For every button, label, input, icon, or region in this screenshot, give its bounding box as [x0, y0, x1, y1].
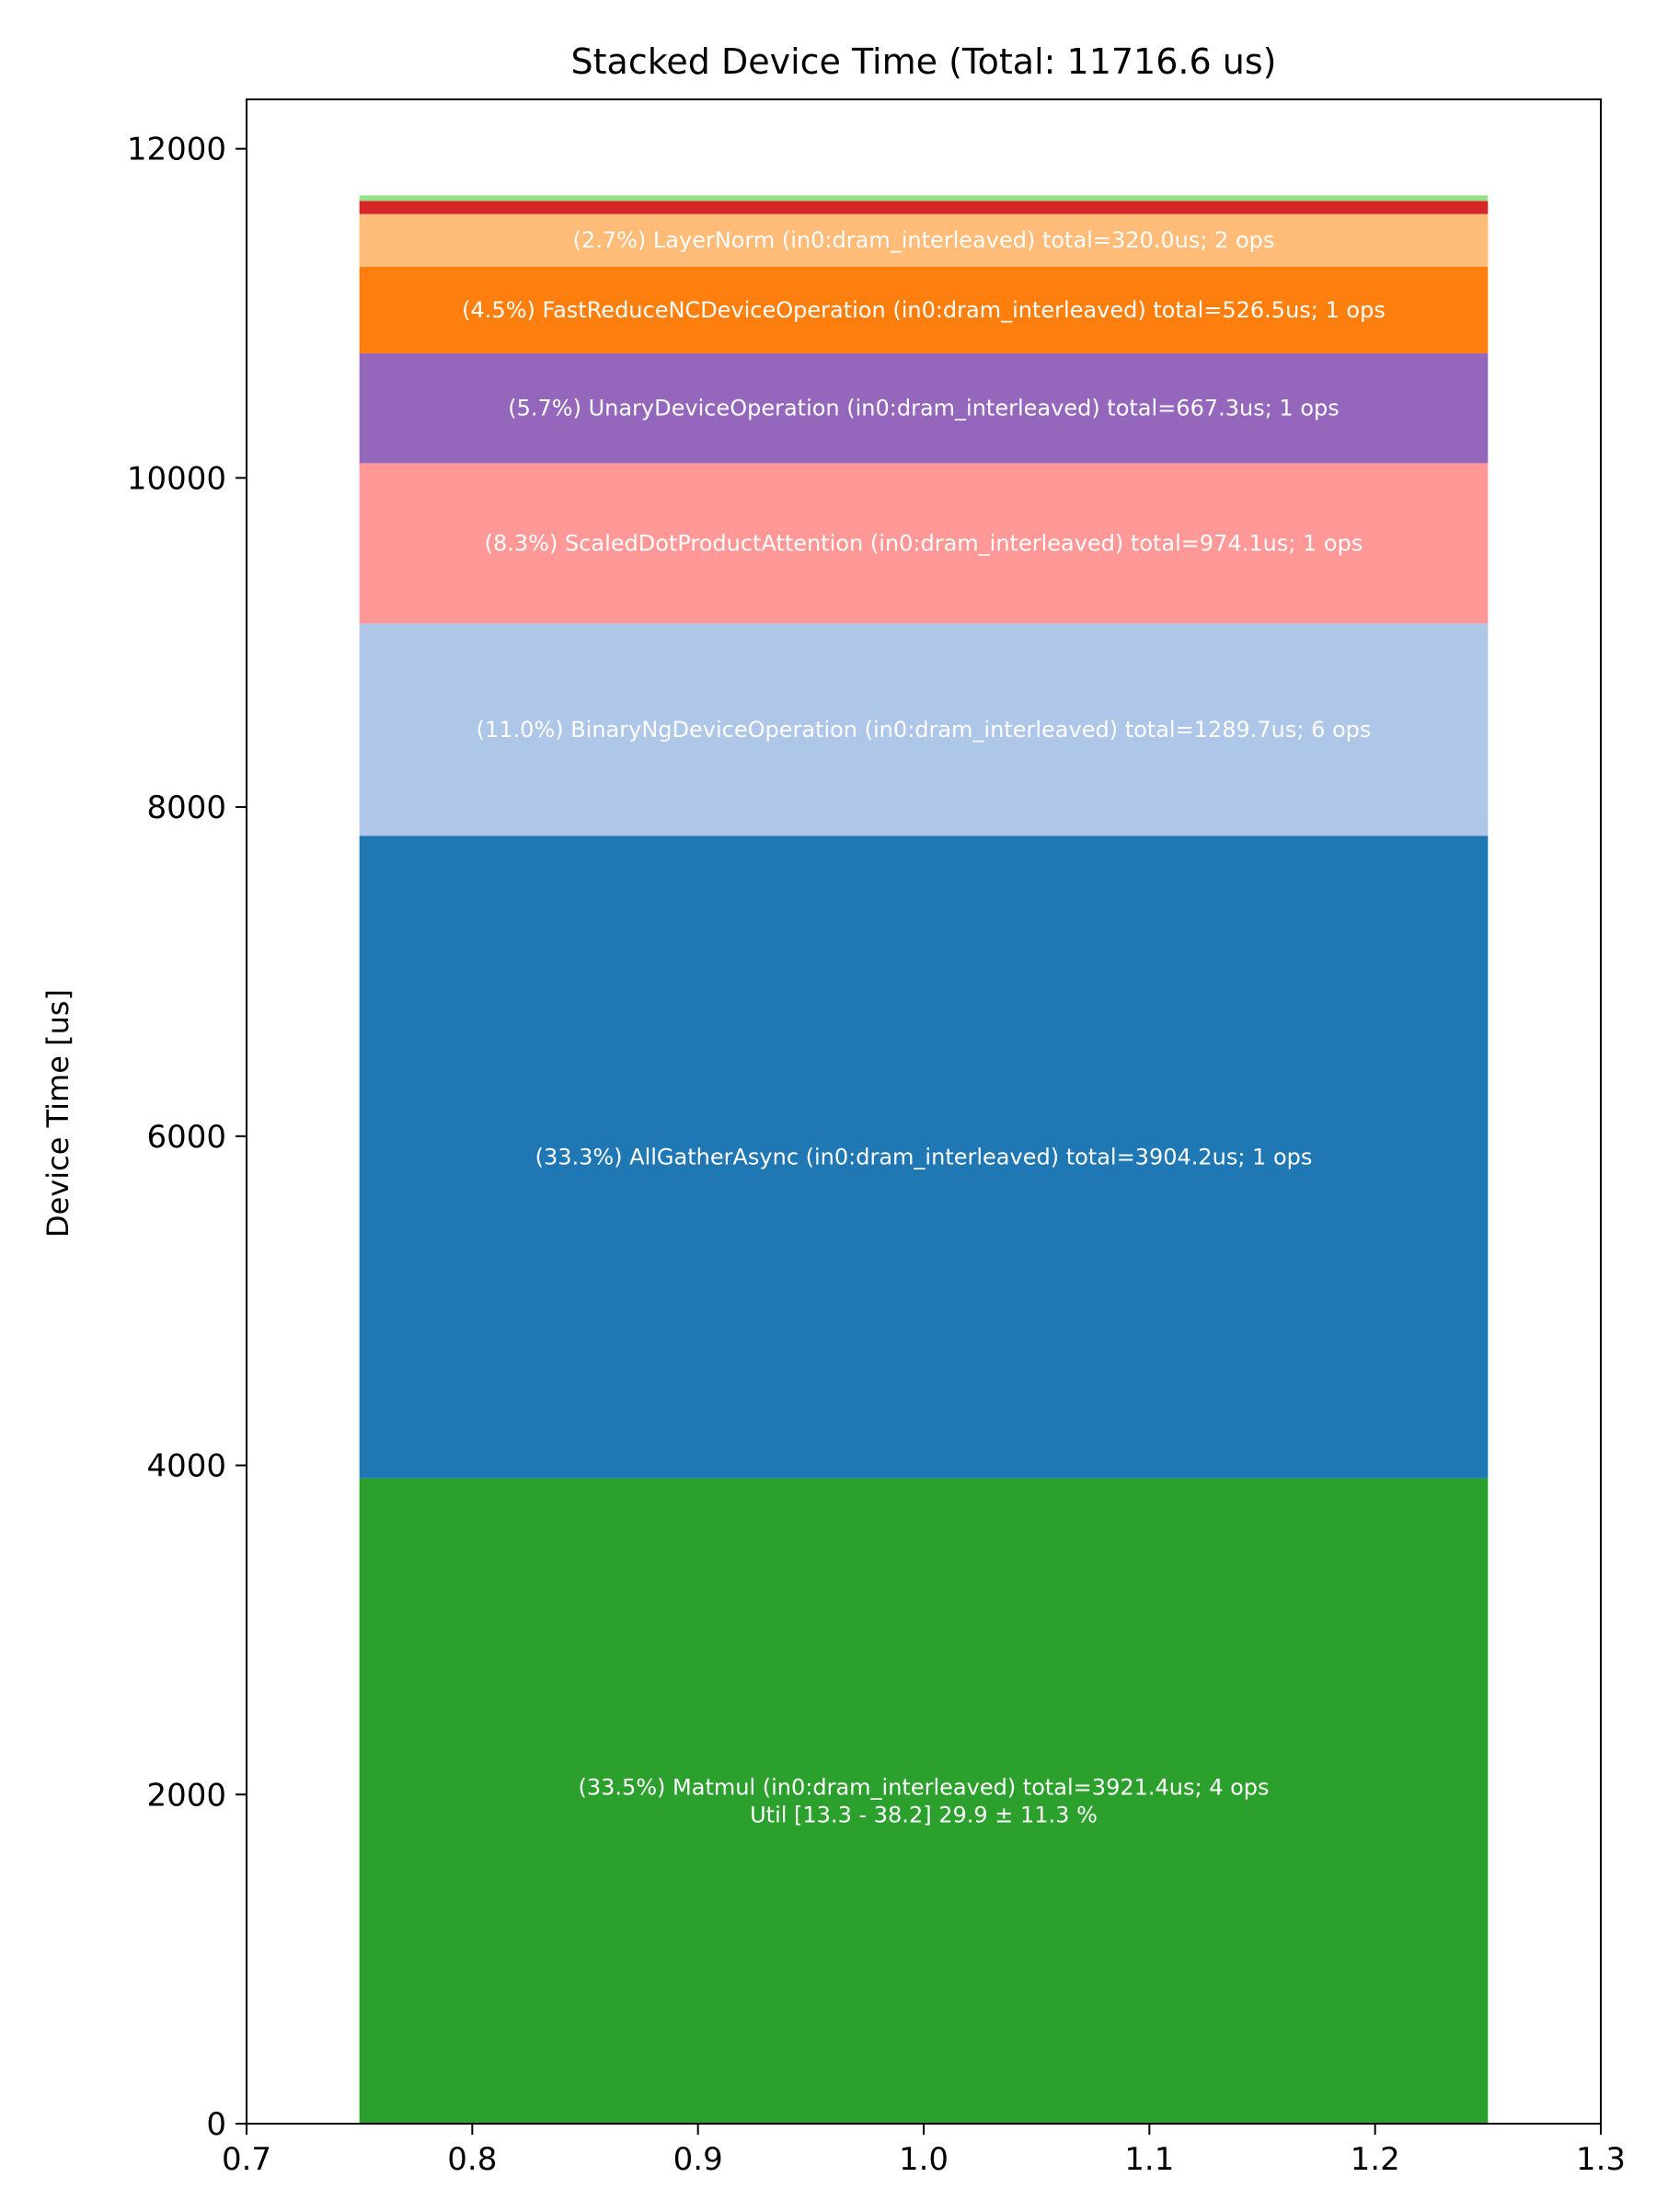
y-tick-label: 2000: [146, 1777, 226, 1814]
segment-labels: (33.5%) Matmul (in0:dram_interleaved) to…: [462, 227, 1386, 1827]
axes: 0.7 0.8 0.9 1.0 1.1 1.2 1.3 0 2000 4000 6000 8000 10…: [127, 98, 1626, 2178]
chart-title: Stacked Device Time (Total: 11716.6 us): [571, 41, 1277, 82]
y-tick-label: 12000: [127, 132, 226, 168]
x-tick-label: 1.1: [1124, 2141, 1174, 2178]
y-axis-label: Device Time [us]: [40, 989, 75, 1238]
segment-label: (33.5%) Matmul (in0:dram_interleaved) to…: [578, 1774, 1269, 1827]
y-tick-label: 4000: [146, 1448, 226, 1485]
bar-segment: [359, 213, 1489, 267]
bar-segment: [359, 266, 1489, 354]
bar-segment: [359, 195, 1489, 202]
segment-label: (2.7%) LayerNorm (in0:dram_interleaved) …: [573, 227, 1275, 253]
segment-label: (4.5%) FastReduceNCDeviceOperation (in0:…: [462, 297, 1386, 323]
segment-label: (8.3%) ScaledDotProductAttention (in0:dr…: [485, 531, 1363, 557]
x-tick-label: 0.7: [222, 2141, 271, 2178]
bar-segment: [359, 1478, 1489, 2124]
segment-label: (11.0%) BinaryNgDeviceOperation (in0:dra…: [477, 717, 1372, 743]
x-tick-label: 1.0: [899, 2141, 949, 2178]
bar-segment: [359, 463, 1489, 624]
segment-label: (33.3%) AllGatherAsync (in0:dram_interle…: [535, 1144, 1313, 1169]
y-tick-label: 0: [206, 2106, 226, 2143]
bar-segment: [359, 623, 1489, 836]
segment-label: (5.7%) UnaryDeviceOperation (in0:dram_in…: [508, 396, 1340, 421]
y-tick-label: 6000: [146, 1119, 226, 1156]
x-tick-label: 1.3: [1576, 2141, 1626, 2178]
x-tick-label: 0.9: [673, 2141, 723, 2178]
bar-segment: [359, 835, 1489, 1479]
bar-segment: [359, 201, 1489, 214]
y-tick-label: 8000: [146, 789, 226, 826]
x-tick-label: 1.2: [1351, 2141, 1400, 2178]
x-tick-label: 0.8: [447, 2141, 497, 2178]
bar-segments: [359, 195, 1489, 2124]
bar-segment: [359, 353, 1489, 464]
y-tick-label: 10000: [127, 460, 226, 497]
